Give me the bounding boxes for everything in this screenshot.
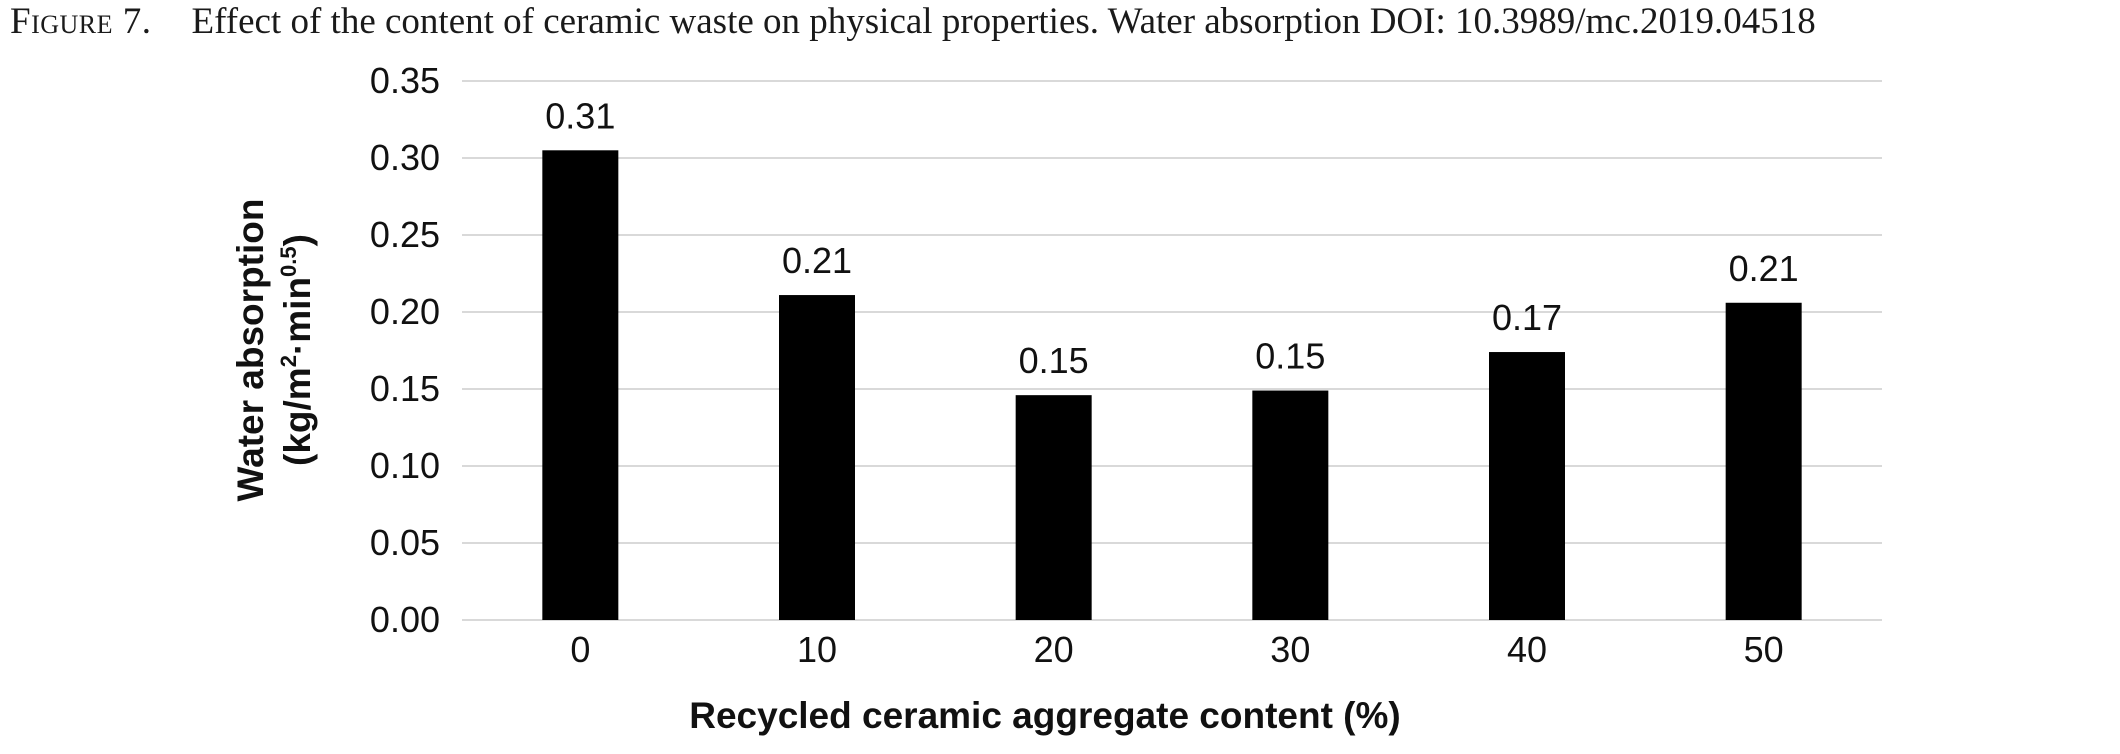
y-tick-label: 0.25 <box>370 214 440 255</box>
bar <box>1725 302 1802 620</box>
y-axis-title: Water absorption (kg/m2·min0.5) <box>230 199 318 502</box>
data-label: 0.21 <box>782 240 852 281</box>
bar <box>779 295 855 620</box>
bar <box>1489 352 1565 620</box>
y-axis-title-line2: (kg/m2·min0.5) <box>276 234 318 466</box>
figure-caption: Figure 7. Effect of the content of cerami… <box>10 0 2120 50</box>
bar <box>542 150 619 621</box>
y-tick-label: 0.05 <box>370 522 440 563</box>
x-tick-label: 10 <box>797 629 837 670</box>
data-label: 0.15 <box>1255 336 1325 377</box>
data-label: 0.31 <box>545 95 615 136</box>
figure-caption-text: Effect of the content of ceramic waste o… <box>191 1 1816 42</box>
x-tick-label: 40 <box>1507 629 1547 670</box>
y-axis-unit-mid: ·min <box>277 277 318 355</box>
y-tick-label: 0.00 <box>370 599 440 640</box>
data-label: 0.15 <box>1019 340 1089 381</box>
gridlines <box>462 80 1882 621</box>
data-label: 0.21 <box>1729 248 1799 289</box>
x-axis-title: Recycled ceramic aggregate content (%) <box>689 695 1400 736</box>
y-tick-label: 0.35 <box>370 60 440 101</box>
y-axis-unit-sup2: 0.5 <box>276 246 301 277</box>
data-label: 0.17 <box>1492 297 1562 338</box>
y-tick-label: 0.15 <box>370 368 440 409</box>
y-tick-label: 0.30 <box>370 137 440 178</box>
x-tick-label: 50 <box>1744 629 1784 670</box>
bar <box>1252 390 1329 620</box>
figure-label: Figure 7. <box>10 1 152 42</box>
y-axis-unit-suffix: ) <box>277 234 318 246</box>
x-axis-ticks: 0 10 20 30 40 50 <box>570 629 1783 670</box>
x-tick-label: 20 <box>1034 629 1074 670</box>
y-axis-title-line1: Water absorption <box>230 199 271 502</box>
x-tick-label: 30 <box>1270 629 1310 670</box>
bar <box>1015 395 1092 620</box>
y-axis-unit-prefix: (kg/m <box>277 367 318 466</box>
x-tick-label: 0 <box>570 629 590 670</box>
y-tick-label: 0.10 <box>370 445 440 486</box>
y-axis-unit-sup1: 2 <box>276 355 301 367</box>
y-axis-ticks: 0.00 0.05 0.10 0.15 0.20 0.25 0.30 0.35 <box>370 60 440 640</box>
bars: 0.31 0.21 0.15 0.15 0.17 0.21 <box>542 95 1802 621</box>
y-tick-label: 0.20 <box>370 291 440 332</box>
